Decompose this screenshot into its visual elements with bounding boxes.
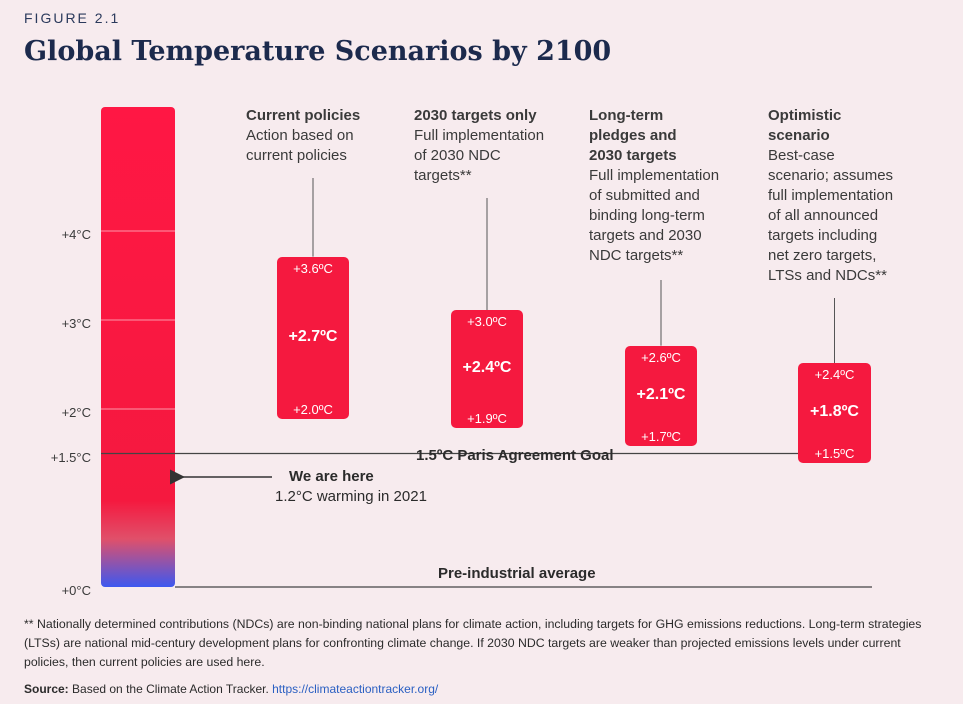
scenario-high-label: +3.6ºC (293, 260, 333, 276)
scenario-low-label: +1.9ºC (467, 410, 507, 426)
scenario-mid-label: +2.7ºC (288, 327, 338, 345)
source-label: Source: (24, 682, 69, 696)
we-are-here-subtitle: 1.2°C warming in 2021 (275, 488, 427, 505)
scenario-high-label: +2.6ºC (641, 349, 681, 365)
scenario-mid-label: +1.8ºC (810, 403, 859, 421)
scenario-range-box: +2.4ºC +1.8ºC +1.5ºC (798, 363, 871, 464)
y-tick-label: +2°C (61, 405, 91, 420)
scenario-detail: Action based on current policies (246, 127, 354, 164)
scenario-description: Optimistic scenario Best-case scenario; a… (768, 106, 893, 286)
scenario-low-label: +1.7ºC (641, 428, 681, 444)
scenario-high-label: +2.4ºC (814, 367, 855, 383)
we-are-here-title: We are here (289, 468, 374, 485)
pre-industrial-label: Pre-industrial average (438, 565, 596, 582)
scenario-detail: Full implementation of submitted and bin… (589, 167, 720, 264)
scenario-description: Long-term pledges and 2030 targets Full i… (589, 106, 719, 266)
scenario-low-label: +2.0ºC (293, 401, 333, 417)
scenario-range-box: +3.0ºC +2.4ºC +1.9ºC (451, 310, 523, 428)
scenario-description: 2030 targets only Full implementation of … (414, 106, 544, 186)
y-tick-label: +3°C (61, 316, 91, 331)
scenario-name: Long-term pledges and 2030 targets (589, 107, 677, 164)
y-tick-label: +1.5°C (50, 449, 91, 465)
scenario-mid-label: +2.1ºC (636, 385, 686, 403)
source-text: Based on the Climate Action Tracker. (68, 682, 273, 696)
scenario-name: Optimistic scenario (768, 107, 842, 144)
chart-title: Global Temperature Scenarios by 2100 (24, 36, 612, 67)
footnote: ** Nationally determined contributions (… (24, 617, 922, 669)
scenario-mid-label: +2.4ºC (462, 358, 512, 376)
source-line: Source: Based on the Climate Action Trac… (24, 682, 438, 696)
source-link[interactable]: https://climateactiontracker.org/ (272, 682, 439, 696)
y-tick-label: +0°C (61, 583, 91, 598)
scenario-detail: Best-case scenario; assumes full impleme… (768, 147, 894, 284)
scenario-name: 2030 targets only (414, 107, 537, 124)
scenario-low-label: +1.5ºC (814, 446, 855, 462)
paris-goal-label: 1.5ºC Paris Agreement Goal (416, 447, 614, 464)
scenario-description: Current policies Action based on current … (246, 106, 360, 166)
scenario-range-box: +3.6ºC +2.7ºC +2.0ºC (277, 256, 349, 419)
scenario-name: Current policies (246, 107, 361, 124)
figure-label: FIGURE 2.1 (24, 10, 121, 26)
scenario-range-box: +2.6ºC +2.1ºC +1.7ºC (625, 345, 697, 446)
y-tick-label: +4°C (61, 227, 91, 242)
scenario-detail: Full implementation of 2030 NDC targets*… (414, 127, 545, 184)
scenario-high-label: +3.0ºC (467, 314, 507, 329)
thermometer-bar (101, 107, 175, 587)
